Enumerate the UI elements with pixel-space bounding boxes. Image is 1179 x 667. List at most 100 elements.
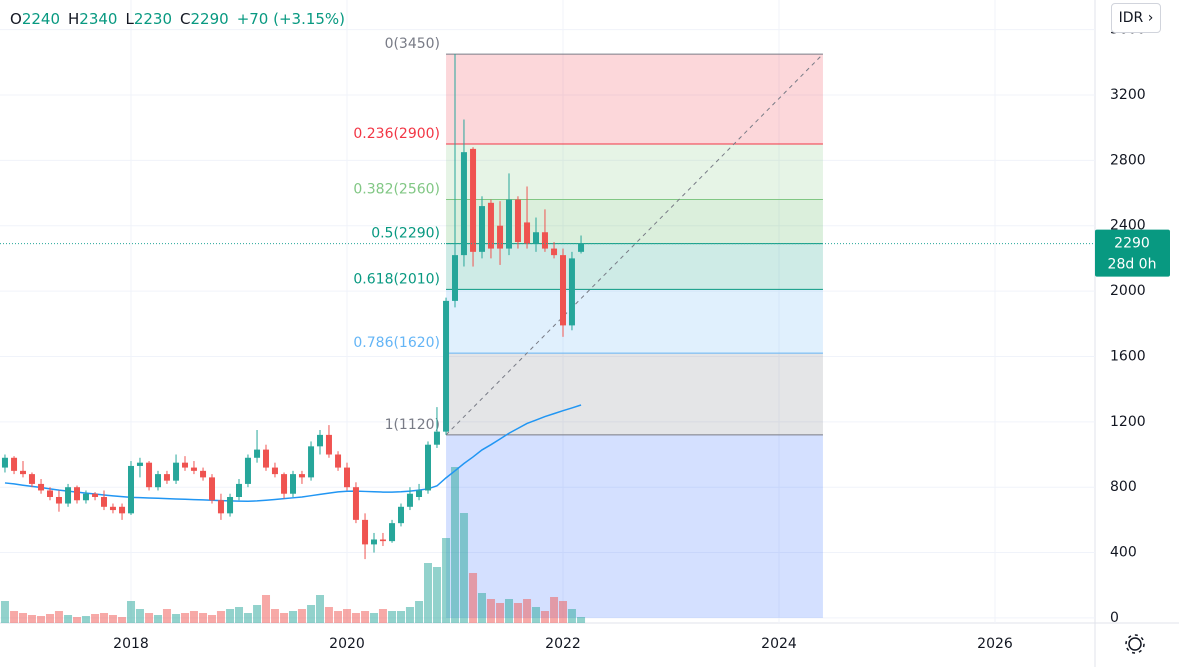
fib-label: 1(1120) — [385, 417, 440, 433]
candle-body — [20, 470, 27, 475]
fib-label: 0.5(2290) — [371, 226, 440, 242]
volume-bar — [73, 617, 82, 623]
candle-body — [317, 434, 324, 447]
candle-body — [451, 255, 458, 301]
volume-bar — [531, 607, 540, 623]
y-tick-label: 800 — [1110, 479, 1137, 495]
volume-bar — [118, 617, 127, 623]
candle-body — [128, 465, 135, 514]
volume-bar — [81, 616, 90, 623]
volume-bar — [523, 599, 532, 623]
fib-label: 0.786(1620) — [353, 335, 440, 351]
ohlc-value: 2240 — [21, 10, 60, 28]
fib-label: 0.382(2560) — [353, 182, 440, 198]
candle-body — [352, 487, 359, 520]
candle-body — [65, 487, 72, 504]
settings-icon[interactable] — [1125, 634, 1145, 654]
candle-body — [47, 490, 54, 497]
candle-body — [362, 519, 369, 545]
candle-body — [1, 457, 8, 468]
volume-bar — [369, 613, 378, 623]
candle-body — [281, 474, 288, 494]
candle-body — [271, 467, 278, 475]
fib-zone — [446, 434, 823, 618]
candle-body — [190, 467, 197, 471]
volume-bar — [253, 605, 262, 623]
volume-bar — [442, 538, 451, 623]
volume-bar — [297, 609, 306, 623]
y-tick-label: 1200 — [1110, 414, 1146, 430]
volume-bar — [324, 607, 333, 623]
volume-bar — [459, 513, 468, 623]
fib-zone — [446, 243, 823, 290]
candle-body — [227, 496, 234, 514]
ohlc-value: 2230 — [133, 10, 173, 28]
ohlc-value: 2340 — [79, 10, 118, 28]
volume-bar — [307, 605, 316, 623]
volume-bar — [189, 611, 198, 623]
volume-bar — [423, 563, 432, 623]
currency: IDR — [1118, 10, 1144, 26]
candle-body — [38, 483, 45, 491]
candle-body — [101, 496, 108, 507]
volume-bar — [145, 613, 154, 623]
fib-zone — [446, 353, 823, 435]
volume-bar — [567, 609, 576, 623]
candle-body — [514, 199, 521, 243]
volume-bar — [262, 595, 271, 623]
currency-button[interactable]: IDR › — [1111, 3, 1161, 33]
candle-body — [559, 255, 566, 326]
volume-bar — [19, 613, 28, 623]
ohlc-header: O2240 H2340 L2230 C2290 +70 (+3.15%) — [10, 10, 353, 28]
candle-body — [55, 496, 62, 504]
fib-zone — [446, 289, 823, 354]
volume-bar — [513, 603, 522, 623]
candle-body — [487, 202, 494, 249]
candle-body — [298, 474, 305, 478]
candle-body — [254, 449, 261, 458]
volume-bar — [181, 613, 190, 623]
volume-bar — [316, 595, 325, 623]
volume-bar — [550, 597, 559, 623]
candle-body — [92, 493, 99, 497]
volume-bar — [208, 615, 217, 623]
volume-bar — [199, 613, 208, 623]
candle-body — [200, 470, 207, 478]
volume-bar — [577, 617, 586, 623]
volume-bar — [162, 609, 171, 623]
fib-label: 0.618(2010) — [353, 271, 440, 287]
candle-body — [470, 148, 477, 252]
candle-body — [308, 446, 315, 478]
volume-bar — [154, 615, 163, 623]
ohlc-key: O — [10, 10, 22, 28]
x-tick-label: 2026 — [977, 636, 1013, 652]
volume-bar — [496, 603, 505, 623]
candle-body — [155, 474, 162, 488]
volume-bar — [100, 613, 109, 623]
volume-bar — [46, 614, 55, 623]
volume-bar — [0, 601, 9, 623]
ohlc-value: 2290 — [190, 10, 229, 28]
candle-body — [389, 523, 396, 542]
volume-bar — [343, 609, 352, 623]
candle-body — [163, 474, 170, 481]
candle-body — [74, 487, 81, 501]
moving-average — [4, 404, 582, 502]
candle-body — [344, 467, 351, 488]
candle-body — [290, 474, 297, 494]
y-tick-label: 0 — [1110, 610, 1119, 626]
candle-body — [82, 493, 89, 501]
candle-body — [173, 462, 180, 481]
volume-bar — [469, 573, 478, 623]
price-box — [1095, 229, 1170, 277]
volume-bar — [504, 599, 513, 623]
candle-body — [236, 483, 243, 497]
volume-bar — [127, 601, 136, 623]
volume-bar — [216, 611, 225, 623]
y-tick-label: 2000 — [1110, 283, 1146, 299]
candle-body — [146, 462, 153, 488]
candle-body — [568, 258, 575, 326]
x-tick-label: 2018 — [113, 636, 149, 652]
